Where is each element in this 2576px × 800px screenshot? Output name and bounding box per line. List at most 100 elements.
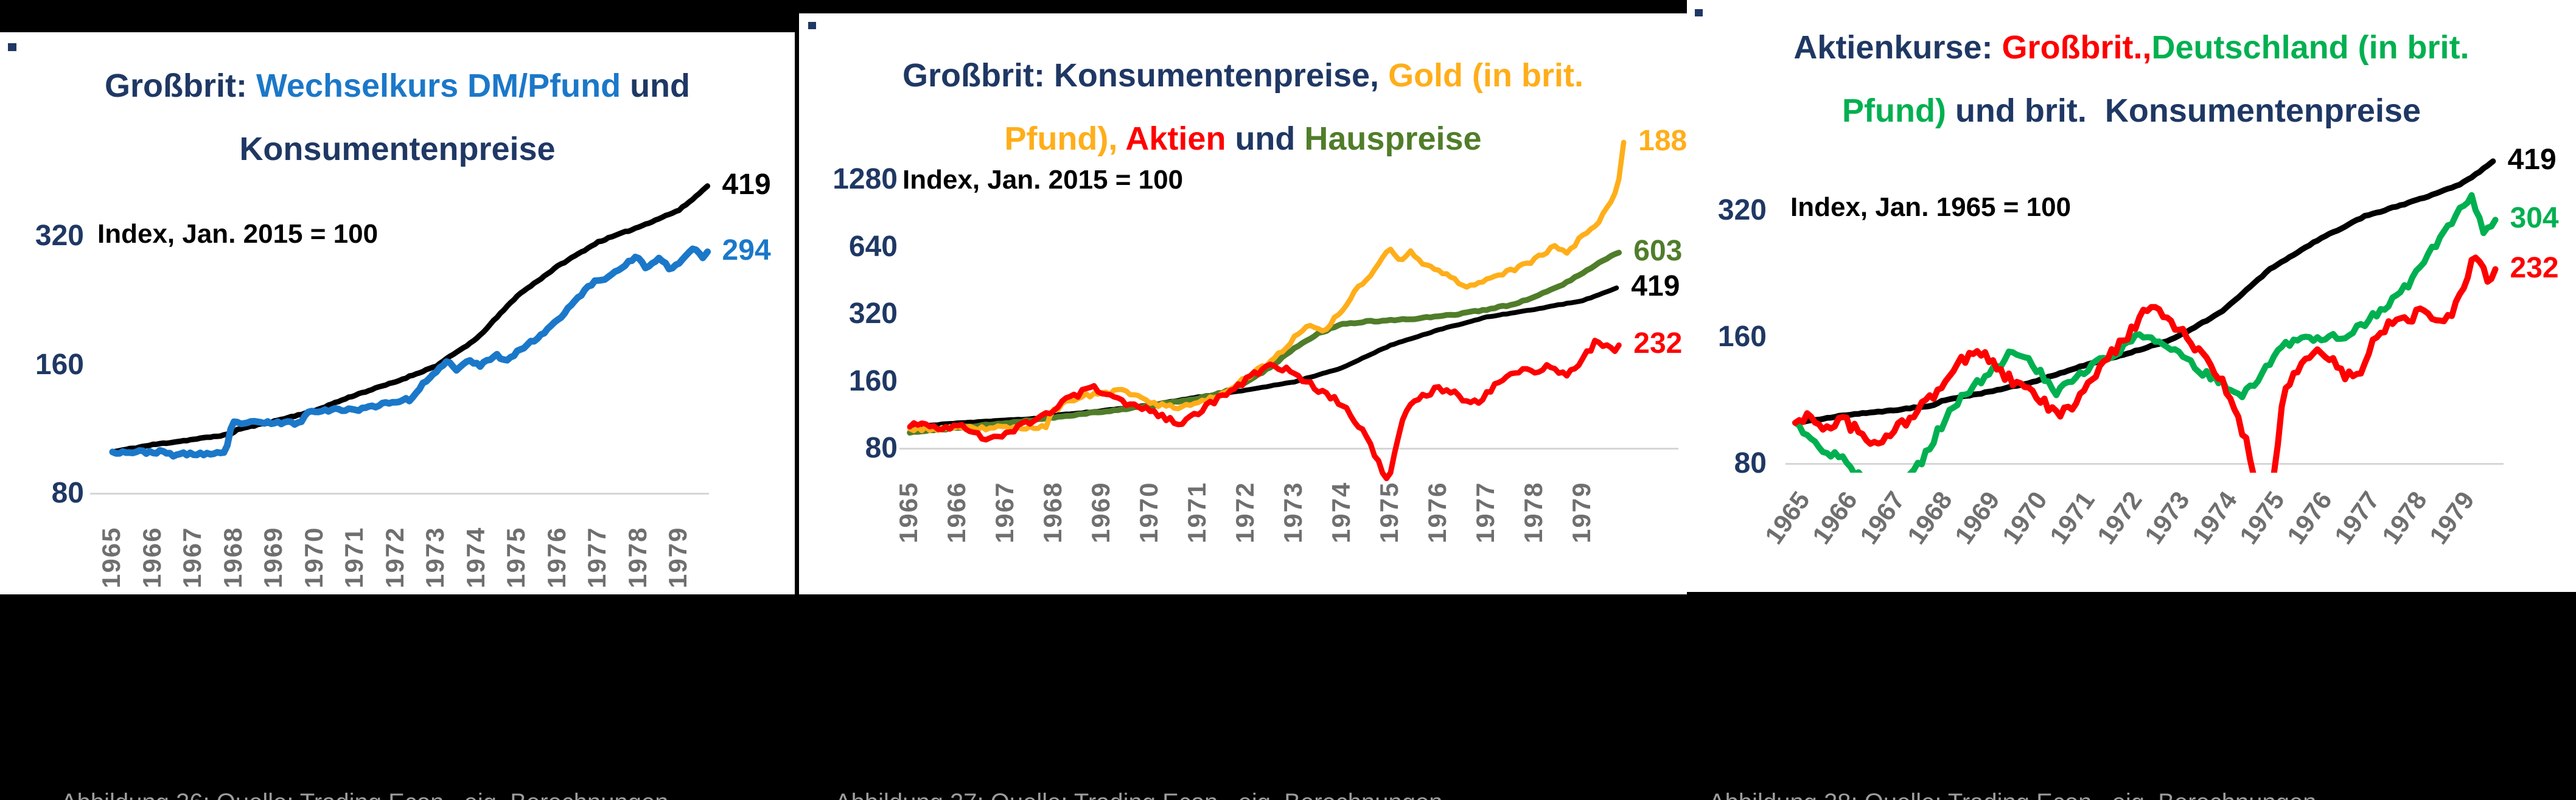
x-axis-tick-label: 1965 <box>894 481 923 543</box>
chart-title-segment: Aktienkurse: <box>1793 29 2002 66</box>
chart-title-segment: Großbrit., <box>2002 29 2152 66</box>
x-axis-line <box>899 448 1678 450</box>
x-axis-tick-label: 1966 <box>137 526 166 588</box>
x-axis-tick-label: 1969 <box>1086 481 1115 543</box>
series-line-aktien-deutschland-in-pfund <box>1792 192 2499 473</box>
bullet-marker-icon <box>8 43 16 51</box>
x-axis-tick-label: 1971 <box>340 526 368 588</box>
chart-title-segment: und <box>621 68 691 104</box>
chart-title-segment: und brit. Konsumentenpreise <box>1946 92 2421 129</box>
chart-panel-wechselkurs: Großbrit: Wechselkurs DM/Pfund und Konsum… <box>0 32 795 594</box>
chart-subtitle: Index, Jan. 2015 = 100 <box>97 219 379 249</box>
x-axis-tick-label: 1979 <box>663 526 692 588</box>
x-axis-tick-label: 1977 <box>582 526 611 588</box>
chart-title-line: Großbrit: Konsumentenpreise, Gold (in br… <box>799 44 1687 107</box>
x-axis-tick-label: 1975 <box>501 526 530 588</box>
x-axis-tick-label: 1972 <box>2091 486 2148 549</box>
series-end-label-aktien-deutschland-in-pfund: 304 <box>2510 202 2559 235</box>
chart-subtitle: Index, Jan. 1965 = 100 <box>1790 192 2072 222</box>
x-axis-tick-label: 1974 <box>2186 486 2243 549</box>
x-axis-tick-label: 1978 <box>2376 486 2432 549</box>
y-axis-tick-label: 1280 <box>832 163 898 196</box>
bullet-marker-icon <box>808 22 816 29</box>
caption-line: Abbildung 28: Quelle: Trading Econ., eig… <box>1709 784 2323 800</box>
x-axis-tick-label: 1965 <box>97 526 125 588</box>
series-end-label-aktien-uk: 232 <box>2510 251 2559 284</box>
series-line-wechselkurs-dm-pfund <box>109 245 711 460</box>
x-axis-tick-label: 1970 <box>1134 481 1163 543</box>
x-axis-tick-label: 1968 <box>1901 486 1958 549</box>
series-line-aktien-uk <box>907 338 1622 481</box>
y-axis-tick-label: 160 <box>35 348 84 381</box>
chart-title: Großbrit: Konsumentenpreise, Gold (in br… <box>799 44 1687 170</box>
x-axis-tick-label: 1973 <box>1279 481 1307 543</box>
x-axis-tick-label: 1972 <box>380 526 409 588</box>
series-end-label-aktien-uk: 232 <box>1633 327 1683 360</box>
x-axis-tick-label: 1976 <box>542 526 571 588</box>
chart-panel-aktienkurse: Aktienkurse: Großbrit.,Deutschland (in b… <box>1687 0 2576 592</box>
x-axis-tick-label: 1967 <box>990 481 1019 543</box>
x-axis-tick-label: 1969 <box>1949 486 2005 549</box>
y-axis-tick-label: 80 <box>51 477 84 509</box>
chart-title-line: Aktienkurse: Großbrit.,Deutschland (in b… <box>1687 16 2576 79</box>
series-end-label-konsumentenpreise-uk: 419 <box>1631 270 1680 303</box>
chart-title-segment: Gold (in brit. <box>1388 57 1584 94</box>
x-axis-tick-label: 1967 <box>178 526 206 588</box>
chart-title-segment: Aktien <box>1125 120 1226 157</box>
x-axis-tick-label: 1965 <box>1759 486 1815 549</box>
series-line-konsumentenpreise-uk <box>907 285 1619 430</box>
x-axis-line <box>90 493 709 495</box>
series-end-label-konsumentenpreise-uk: 419 <box>722 168 771 201</box>
x-axis-tick-label: 1974 <box>1327 481 1355 543</box>
x-axis-tick-label: 1971 <box>2044 486 2100 549</box>
x-axis-tick-label: 1973 <box>2138 486 2195 549</box>
series-line-aktien-uk <box>1792 254 2499 473</box>
chart-title-segment: Großbrit: Konsumentenpreise, <box>902 57 1389 94</box>
x-axis-tick-label: 1973 <box>421 526 449 588</box>
x-axis-tick-label: 1970 <box>299 526 328 588</box>
series-end-label-konsumentenpreise-uk: 419 <box>2507 144 2557 176</box>
chart-panel-gold-aktien-hauspreise: Großbrit: Konsumentenpreise, Gold (in br… <box>799 13 1703 594</box>
chart-title-segment: Pfund), <box>1004 120 1126 157</box>
bullet-marker-icon <box>1695 9 1703 16</box>
x-axis-tick-label: 1975 <box>1375 481 1403 543</box>
chart-title-segment: Pfund) <box>1841 92 1946 129</box>
chart-title-segment: Wechselkurs DM/Pfund <box>256 68 621 104</box>
x-axis-tick-label: 1977 <box>2328 486 2385 549</box>
x-axis-tick-label: 1966 <box>1806 486 1863 549</box>
y-axis-tick-label: 160 <box>848 364 898 397</box>
x-axis-tick-label: 1967 <box>1854 486 1910 549</box>
series-end-label-hauspreise-uk: 603 <box>1633 235 1683 268</box>
series-line-hauspreise-uk <box>907 249 1622 436</box>
y-axis-tick-label: 320 <box>35 220 84 252</box>
x-axis-tick-label: 1969 <box>259 526 287 588</box>
chart-title-segment: und <box>1226 120 1305 157</box>
chart-title-segment: Deutschland (in brit. <box>2151 29 2470 66</box>
x-axis-tick-label: 1971 <box>1182 481 1211 543</box>
caption-line: Abbildung 27: Quelle: Trading Econ., eig… <box>835 784 1450 800</box>
y-axis-tick-label: 320 <box>848 297 898 330</box>
caption-line: Abbildung 26: Quelle: Trading Econ., eig… <box>61 784 675 800</box>
x-axis-tick-label: 1978 <box>623 526 652 588</box>
chart-title-line: Pfund), Aktien und Hauspreise <box>799 107 1687 170</box>
y-axis-tick-label: 320 <box>1717 194 1767 226</box>
x-axis-tick-label: 1972 <box>1230 481 1259 543</box>
x-axis-tick-label: 1966 <box>942 481 971 543</box>
x-axis-tick-label: 1976 <box>1423 481 1451 543</box>
x-axis-tick-label: 1976 <box>2281 486 2337 549</box>
x-axis-tick-label: 1970 <box>1996 486 2053 549</box>
chart-title-segment: Großbrit: <box>104 68 256 104</box>
caption-abbildung-27: Abbildung 27: Quelle: Trading Econ., eig… <box>835 707 1450 800</box>
x-axis-tick-label: 1979 <box>2423 486 2480 549</box>
x-axis-tick-label: 1977 <box>1471 481 1499 543</box>
x-axis-tick-label: 1978 <box>1519 481 1548 543</box>
caption-abbildung-26: Abbildung 26: Quelle: Trading Econ., eig… <box>61 707 675 800</box>
y-axis-tick-label: 160 <box>1717 321 1767 353</box>
chart-title-line: Pfund) und brit. Konsumentenpreise <box>1687 79 2576 142</box>
x-axis-tick-label: 1975 <box>2233 486 2290 549</box>
chart-title: Aktienkurse: Großbrit.,Deutschland (in b… <box>1687 16 2576 142</box>
x-axis-line <box>1785 463 2504 465</box>
x-axis-tick-label: 1979 <box>1567 481 1596 543</box>
series-end-label-wechselkurs-dm-pfund: 294 <box>722 234 771 266</box>
